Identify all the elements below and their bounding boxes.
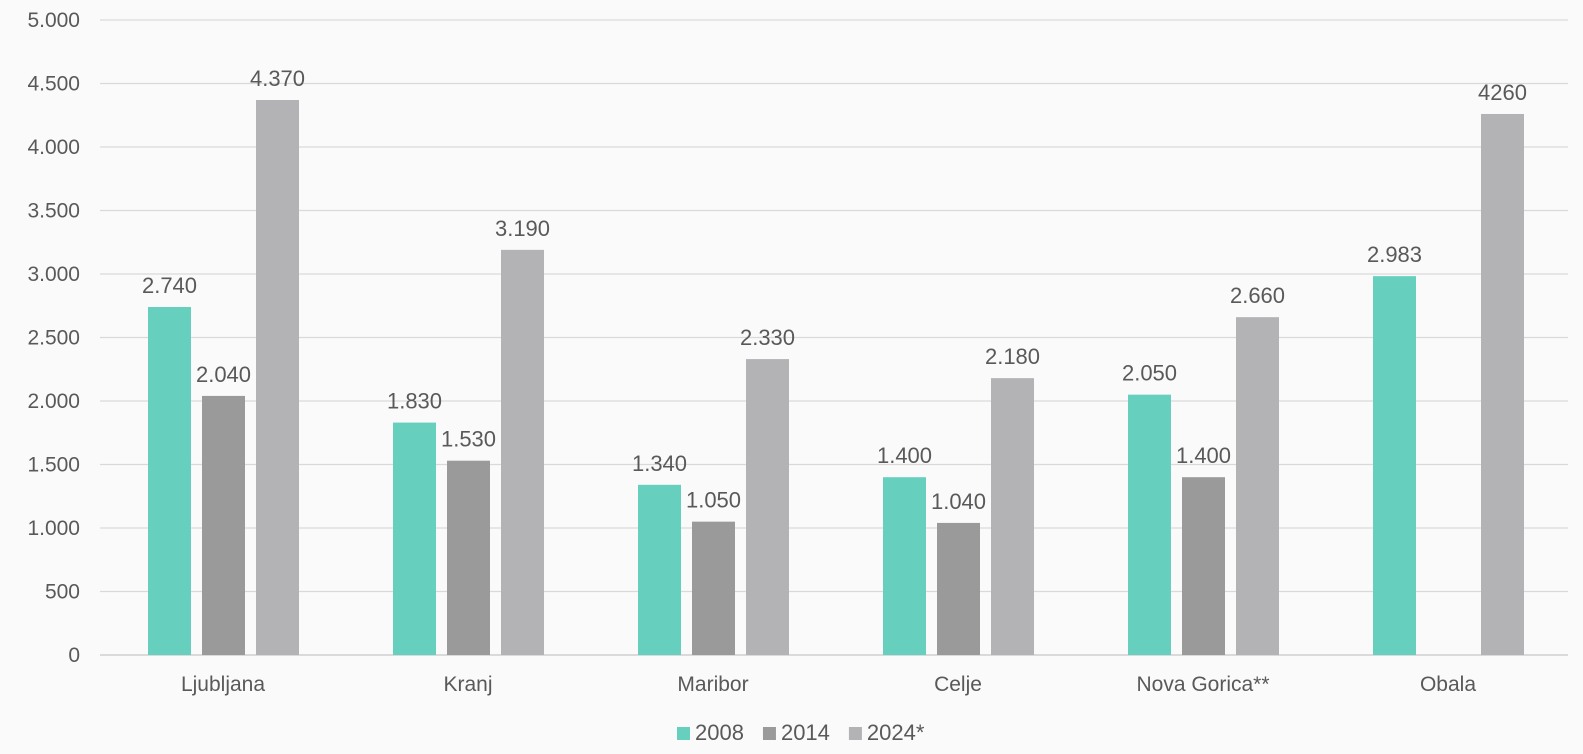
- category-label: Kranj: [443, 673, 492, 696]
- legend-label: 2024*: [867, 720, 925, 745]
- category-label: Maribor: [677, 673, 748, 696]
- category-label: Celje: [934, 673, 982, 696]
- legend-swatch: [762, 727, 776, 740]
- y-tick-label: 2.000: [27, 390, 80, 413]
- y-tick-label: 0: [68, 644, 80, 667]
- category-label: Ljubljana: [181, 673, 265, 696]
- bar: [638, 484, 681, 655]
- data-label: 1.400: [877, 443, 932, 468]
- data-label: 1.830: [387, 389, 442, 414]
- data-label: 2.330: [740, 325, 795, 350]
- legend: 2008 2014 2024*: [677, 720, 925, 745]
- data-label: 2.050: [1122, 361, 1177, 386]
- data-label: 1.530: [441, 427, 496, 452]
- bar: [447, 460, 490, 655]
- data-label: 1.040: [931, 489, 986, 514]
- bar: [883, 477, 926, 655]
- legend-swatch: [848, 727, 862, 740]
- bar: [1373, 276, 1416, 655]
- gridlines: [100, 19, 1568, 656]
- data-label: 4.370: [250, 66, 305, 91]
- y-tick-label: 3.500: [27, 200, 80, 223]
- y-tick-label: 3.000: [27, 263, 80, 286]
- bar: [1481, 113, 1524, 656]
- bars: [148, 100, 1524, 656]
- bar: [256, 100, 299, 655]
- bar: [501, 249, 544, 655]
- bar: [1182, 477, 1225, 655]
- x-axis-categories: Ljubljana Kranj Maribor Celje Nova Gorica** O…: [181, 673, 1476, 696]
- bar: [393, 422, 436, 655]
- y-tick-label: 5.000: [27, 9, 80, 32]
- data-label: 1.050: [686, 488, 741, 513]
- y-tick-label: 2.500: [27, 327, 80, 350]
- y-tick-label: 500: [45, 581, 80, 604]
- y-axis-ticks: 0 500 1.000 1.500 2.000 2.500 3.000 3.500 4.000 4…: [27, 9, 80, 667]
- data-label: 1.340: [632, 451, 687, 476]
- data-label: 2.660: [1230, 283, 1285, 308]
- bar: [937, 522, 980, 655]
- legend-swatch: [677, 727, 690, 740]
- data-label: 3.190: [495, 216, 550, 241]
- data-label: 2.040: [196, 362, 251, 387]
- category-label: Nova Gorica**: [1136, 673, 1269, 696]
- bar: [202, 395, 245, 655]
- bar: [148, 307, 191, 655]
- bar: [1128, 394, 1171, 655]
- bar: [746, 359, 789, 655]
- legend-label: 2008: [695, 720, 744, 745]
- legend-label: 2014: [781, 720, 830, 745]
- bar: [991, 378, 1034, 655]
- y-tick-label: 1.000: [27, 517, 80, 540]
- bar: [692, 521, 735, 655]
- y-tick-label: 1.500: [27, 454, 80, 477]
- data-label: 2.983: [1367, 242, 1422, 267]
- category-label: Obala: [1420, 673, 1476, 696]
- data-label: 2.740: [142, 273, 197, 298]
- bar: [1236, 317, 1279, 655]
- data-label: 1.400: [1176, 443, 1231, 468]
- data-labels: 2.740 2.040 4.370 1.830 1.530 3.190 1.340 1.050…: [142, 66, 1527, 514]
- data-label: 2.180: [985, 344, 1040, 369]
- y-tick-label: 4.500: [27, 73, 80, 96]
- data-label: 4260: [1478, 80, 1527, 105]
- y-tick-label: 4.000: [27, 136, 80, 159]
